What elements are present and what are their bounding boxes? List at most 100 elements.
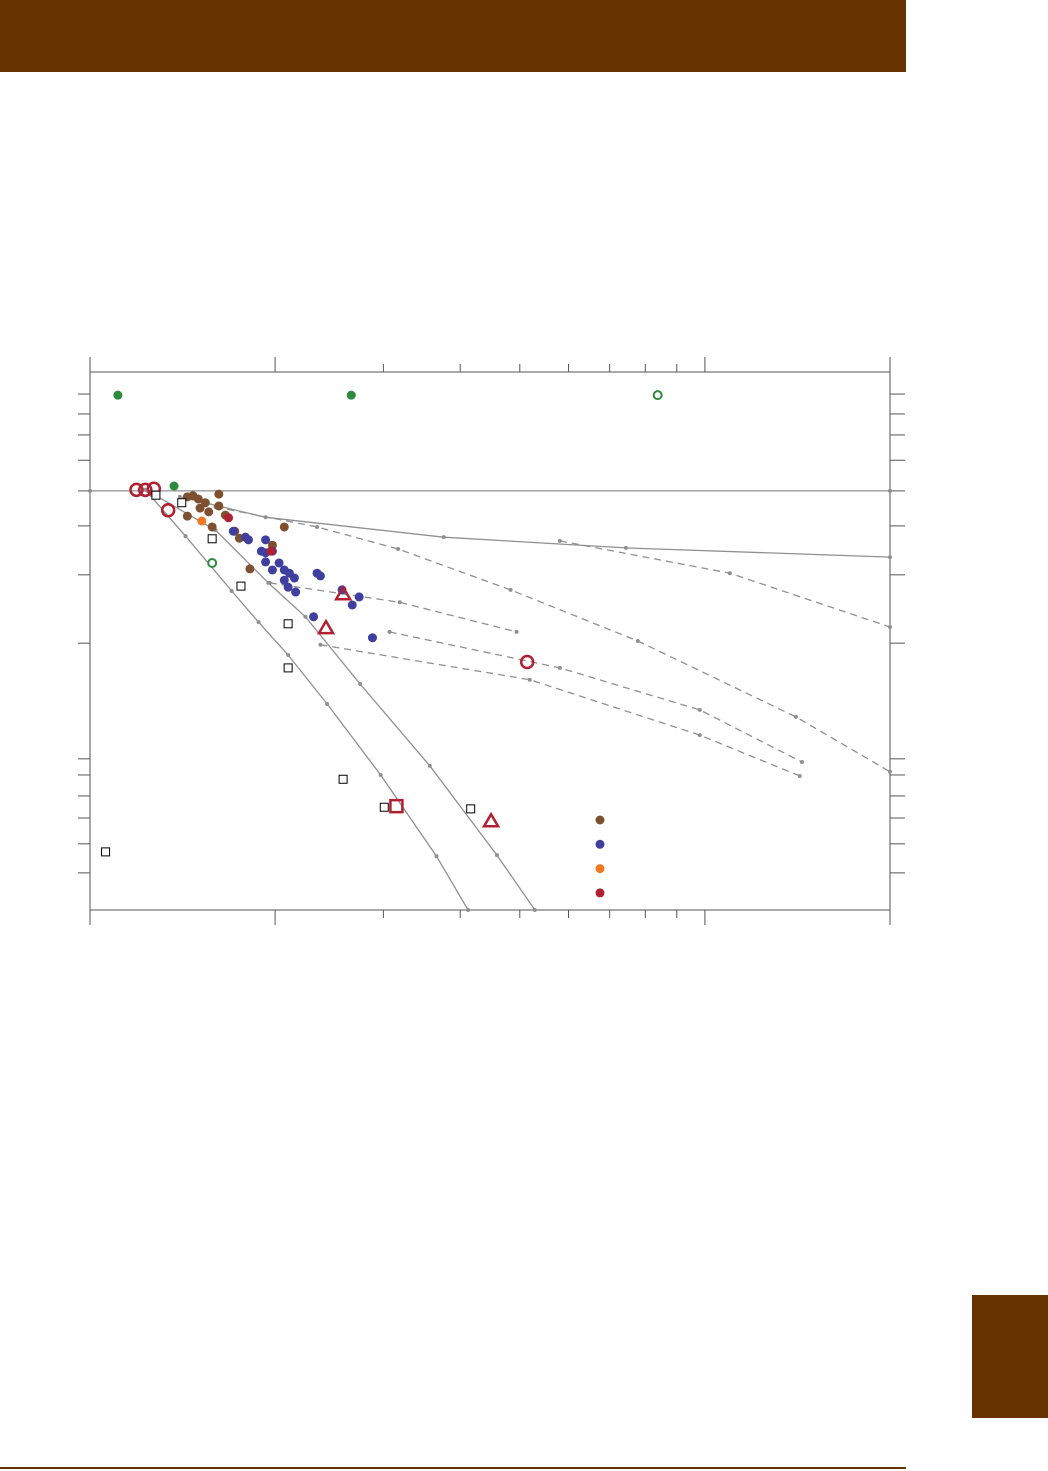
curve-node — [427, 763, 432, 768]
curve-node — [888, 625, 892, 630]
curve-node — [183, 534, 188, 539]
curve-node — [397, 600, 402, 605]
point — [354, 592, 364, 602]
point — [338, 774, 348, 784]
curve-node — [623, 545, 628, 550]
point — [274, 558, 284, 568]
curve — [559, 540, 891, 628]
point — [315, 571, 325, 581]
point — [138, 482, 153, 498]
curve-node — [888, 769, 892, 774]
point — [207, 534, 217, 544]
point — [197, 516, 207, 526]
curve — [149, 491, 536, 911]
point — [279, 575, 289, 585]
point — [316, 618, 336, 635]
curve — [269, 582, 517, 633]
point — [228, 526, 238, 536]
point — [195, 503, 205, 513]
point — [243, 535, 253, 545]
point — [289, 573, 299, 583]
curve-node — [635, 639, 640, 643]
curve-node — [797, 774, 802, 779]
curve-node — [557, 665, 562, 670]
point — [266, 546, 276, 556]
header-bar — [0, 0, 906, 72]
point — [652, 390, 663, 401]
point — [283, 582, 293, 592]
point — [283, 663, 293, 673]
curve-node — [494, 853, 499, 858]
point — [193, 494, 203, 504]
curve-node — [434, 854, 439, 859]
legend-marker — [595, 864, 605, 874]
curve-node — [286, 652, 291, 657]
curve-node — [727, 571, 732, 576]
point — [207, 522, 217, 532]
point — [466, 804, 476, 814]
point — [291, 587, 301, 597]
point — [214, 501, 224, 511]
curve-node — [387, 629, 392, 634]
curve-node — [88, 488, 92, 493]
point — [151, 490, 161, 500]
point — [379, 802, 389, 812]
point — [519, 654, 535, 670]
footer-rule — [0, 1467, 906, 1469]
curve-node — [527, 677, 532, 682]
point — [267, 565, 277, 575]
legend-marker — [595, 839, 605, 849]
curve — [215, 506, 891, 773]
curve-node — [325, 701, 330, 706]
side-tab — [972, 1295, 1048, 1418]
point — [129, 482, 144, 498]
point — [261, 535, 271, 545]
curve-node — [267, 580, 272, 585]
curve-node — [514, 629, 519, 634]
point — [367, 633, 377, 643]
curve-node — [358, 682, 363, 687]
point — [101, 847, 111, 857]
curve-node — [557, 538, 562, 543]
point — [182, 511, 192, 521]
curve-node — [315, 524, 320, 529]
point — [169, 481, 179, 491]
curve-node — [799, 760, 804, 765]
curve-node — [888, 488, 892, 493]
plot-frame — [89, 371, 891, 911]
point — [245, 564, 255, 574]
legend-marker — [595, 815, 605, 825]
point — [261, 557, 271, 567]
point — [224, 513, 234, 523]
curve-node — [508, 587, 513, 592]
point — [346, 390, 356, 400]
point — [309, 612, 319, 622]
point — [204, 507, 214, 517]
point — [113, 390, 123, 400]
point — [347, 600, 357, 610]
curve-node — [697, 733, 702, 738]
curve-node — [396, 547, 401, 552]
point — [236, 581, 246, 591]
point — [389, 798, 404, 814]
curve-node — [888, 555, 892, 560]
point — [279, 522, 289, 532]
point — [177, 498, 187, 508]
curve-node — [318, 642, 323, 647]
curve-node — [532, 908, 537, 912]
curve-node — [441, 535, 446, 540]
chart — [78, 357, 905, 925]
curve-node — [303, 614, 308, 619]
curve-node — [697, 707, 702, 712]
curve-node — [378, 772, 383, 777]
point — [214, 489, 224, 499]
curve-node — [229, 588, 234, 593]
point — [160, 503, 176, 518]
curve-node — [256, 620, 261, 625]
point — [481, 811, 501, 828]
point — [207, 557, 218, 568]
curve-node — [143, 487, 148, 492]
point — [283, 619, 293, 629]
point — [333, 584, 353, 601]
